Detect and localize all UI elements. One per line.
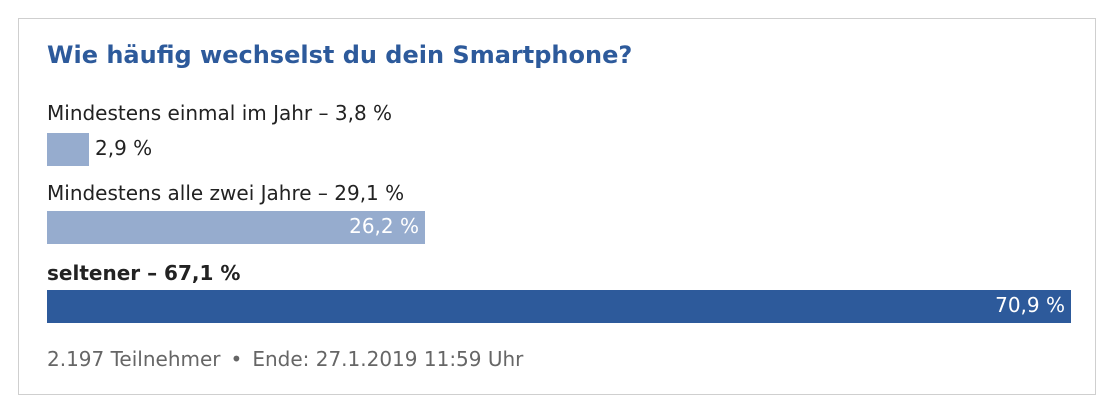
bar-track: 26,2 % <box>47 211 1071 244</box>
bar <box>47 290 1071 323</box>
bar <box>47 133 89 166</box>
poll-card: Wie häufig wechselst du dein Smartphone?… <box>18 18 1096 395</box>
participant-count: 2.197 Teilnehmer <box>47 347 221 371</box>
bar-track: 2,9 % <box>47 133 1071 166</box>
bar-value-label: 70,9 % <box>995 293 1065 317</box>
poll-end-date: Ende: 27.1.2019 11:59 Uhr <box>252 347 524 371</box>
option-label: Mindestens einmal im Jahr – 3,8 % <box>47 101 393 125</box>
bar-track: 70,9 % <box>47 290 1071 323</box>
bar-value-label: 2,9 % <box>95 136 153 160</box>
bar <box>47 211 425 244</box>
bar-value-label: 26,2 % <box>349 214 419 238</box>
option-label: seltener – 67,1 % <box>47 261 241 285</box>
poll-question: Wie häufig wechselst du dein Smartphone? <box>47 41 633 69</box>
option-label: Mindestens alle zwei Jahre – 29,1 % <box>47 181 405 205</box>
footer-separator: • <box>230 347 243 371</box>
poll-footer: 2.197 Teilnehmer • Ende: 27.1.2019 11:59 U… <box>47 347 523 371</box>
